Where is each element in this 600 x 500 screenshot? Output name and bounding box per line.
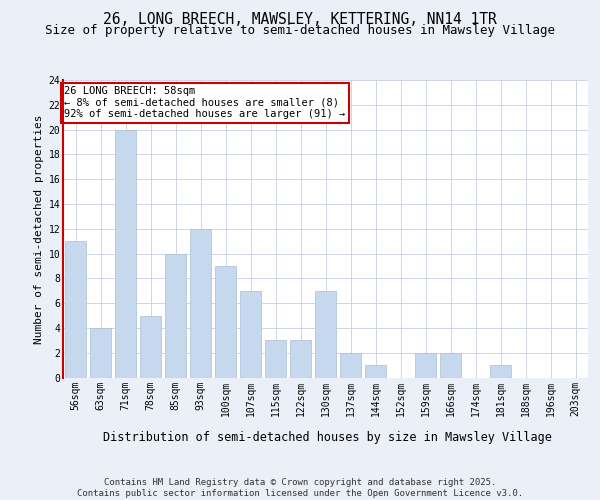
Bar <box>315 290 336 378</box>
Bar <box>490 365 511 378</box>
Bar <box>290 340 311 378</box>
Text: 26 LONG BREECH: 58sqm
← 8% of semi-detached houses are smaller (8)
92% of semi-d: 26 LONG BREECH: 58sqm ← 8% of semi-detac… <box>64 86 346 120</box>
Bar <box>240 290 261 378</box>
Bar <box>265 340 286 378</box>
Text: Contains HM Land Registry data © Crown copyright and database right 2025.
Contai: Contains HM Land Registry data © Crown c… <box>77 478 523 498</box>
Text: Distribution of semi-detached houses by size in Mawsley Village: Distribution of semi-detached houses by … <box>103 431 551 444</box>
Bar <box>65 241 86 378</box>
Bar <box>215 266 236 378</box>
Bar <box>140 316 161 378</box>
Bar <box>365 365 386 378</box>
Bar <box>115 130 136 378</box>
Y-axis label: Number of semi-detached properties: Number of semi-detached properties <box>34 114 44 344</box>
Bar <box>90 328 111 378</box>
Bar <box>340 352 361 378</box>
Text: 26, LONG BREECH, MAWSLEY, KETTERING, NN14 1TR: 26, LONG BREECH, MAWSLEY, KETTERING, NN1… <box>103 12 497 28</box>
Bar <box>440 352 461 378</box>
Bar <box>165 254 186 378</box>
Bar <box>190 229 211 378</box>
Bar <box>415 352 436 378</box>
Text: Size of property relative to semi-detached houses in Mawsley Village: Size of property relative to semi-detach… <box>45 24 555 37</box>
